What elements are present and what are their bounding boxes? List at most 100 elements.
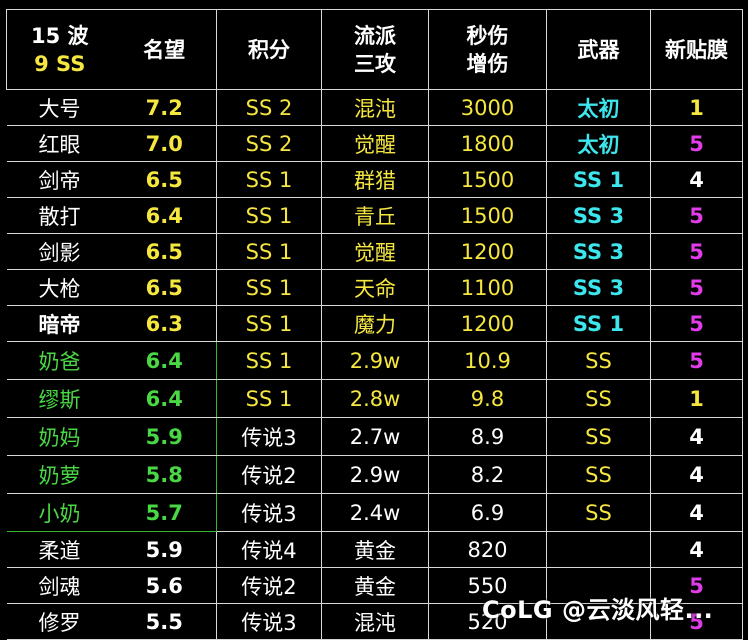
film-cell: 5	[650, 197, 743, 234]
sect-cell: 2.4w	[321, 493, 429, 532]
class-name-cell: 小奶	[6, 493, 113, 532]
weapon-cell: 太初	[546, 89, 651, 126]
sect-cell: 2.7w	[321, 417, 429, 456]
sect-cell: 混沌	[321, 89, 429, 126]
class-name-cell: 暗帝	[6, 305, 113, 342]
score-cell: 传说4	[216, 531, 322, 568]
header-weapon: 武器	[546, 9, 651, 90]
table-row: 奶妈 5.9 传说3 2.7w 8.9 SS 4	[6, 417, 743, 456]
header-row: 15 波 9 SS 名望 积分 流派 三攻 秒伤 增伤 武器 新贴膜	[6, 9, 743, 90]
film-cell: 4	[650, 417, 743, 456]
class-name-cell: 柔道	[6, 531, 113, 568]
film-cell: 4	[650, 455, 743, 494]
score-cell: SS 1	[216, 269, 322, 306]
header-score: 积分	[216, 9, 322, 90]
fame-cell: 6.5	[112, 233, 217, 270]
fame-cell: 5.9	[112, 417, 217, 456]
weapon-cell: SS	[546, 493, 651, 532]
weapon-cell: SS	[546, 379, 651, 418]
film-cell: 5	[650, 233, 743, 270]
film-cell: 1	[650, 89, 743, 126]
sect-cell: 觉醒	[321, 125, 429, 162]
table-row: 奶爸 6.4 SS 1 2.9w 10.9 SS 5	[6, 341, 743, 380]
table-row: 大号 7.2 SS 2 混沌 3000 太初 1	[6, 89, 743, 126]
header-wave: 15 波 9 SS	[6, 9, 113, 90]
score-cell: SS 1	[216, 161, 322, 198]
header-sect-line2: 三攻	[354, 51, 396, 76]
header-damage-line1: 秒伤	[466, 23, 509, 48]
damage-cell: 1200	[428, 305, 547, 342]
fame-cell: 6.3	[112, 305, 217, 342]
class-name-cell: 缪斯	[6, 379, 113, 418]
fame-cell: 6.4	[112, 379, 217, 418]
score-cell: SS 1	[216, 379, 322, 418]
sect-cell: 群猎	[321, 161, 429, 198]
sect-cell: 天命	[321, 269, 429, 306]
class-name-cell: 剑魂	[6, 567, 113, 604]
weapon-cell: SS 3	[546, 233, 651, 270]
weapon-cell: SS 1	[546, 305, 651, 342]
film-cell: 4	[650, 531, 743, 568]
sect-cell: 魔力	[321, 305, 429, 342]
fame-cell: 7.0	[112, 125, 217, 162]
header-wave-label: 15 波	[30, 23, 89, 48]
fame-cell: 5.6	[112, 567, 217, 604]
score-cell: SS 2	[216, 125, 322, 162]
fame-cell: 6.5	[112, 161, 217, 198]
table-row: 柔道 5.9 传说4 黄金 820 4	[6, 531, 743, 568]
class-name-cell: 修罗	[6, 603, 113, 640]
fame-cell: 7.2	[112, 89, 217, 126]
fame-cell: 6.4	[112, 197, 217, 234]
table-row: 缪斯 6.4 SS 1 2.8w 9.8 SS 1	[6, 379, 743, 418]
film-cell: 5	[650, 125, 743, 162]
score-cell: 传说3	[216, 417, 322, 456]
score-cell: SS 2	[216, 89, 322, 126]
header-ss-count: 9 SS	[34, 51, 86, 76]
damage-cell: 6.9	[428, 493, 547, 532]
weapon-cell: 太初	[546, 125, 651, 162]
class-name-cell: 奶妈	[6, 417, 113, 456]
sect-cell: 觉醒	[321, 233, 429, 270]
class-name-cell: 红眼	[6, 125, 113, 162]
weapon-cell: SS	[546, 455, 651, 494]
film-cell: 4	[650, 161, 743, 198]
fame-cell: 5.9	[112, 531, 217, 568]
class-name-cell: 奶萝	[6, 455, 113, 494]
score-cell: SS 1	[216, 197, 322, 234]
sect-cell: 2.9w	[321, 341, 429, 380]
film-cell: 5	[650, 567, 743, 604]
sect-cell: 2.9w	[321, 455, 429, 494]
header-damage-line2: 增伤	[466, 51, 509, 76]
film-cell: 5	[650, 603, 743, 640]
weapon-cell	[546, 531, 651, 568]
sect-cell: 青丘	[321, 197, 429, 234]
damage-cell: 1500	[428, 161, 547, 198]
damage-cell: 1100	[428, 269, 547, 306]
weapon-cell: SS 1	[546, 161, 651, 198]
header-film-label: 新贴膜	[665, 37, 728, 62]
film-cell: 4	[650, 493, 743, 532]
weapon-cell: SS	[546, 341, 651, 380]
film-cell: 5	[650, 269, 743, 306]
class-name-cell: 奶爸	[6, 341, 113, 380]
header-fame: 名望	[112, 9, 217, 90]
fame-cell: 6.5	[112, 269, 217, 306]
fame-cell: 5.5	[112, 603, 217, 640]
fame-cell: 5.7	[112, 493, 217, 532]
damage-cell: 8.2	[428, 455, 547, 494]
class-name-cell: 散打	[6, 197, 113, 234]
fame-cell: 6.4	[112, 341, 217, 380]
header-film: 新贴膜	[650, 9, 743, 90]
table-row: 剑魂 5.6 传说2 黄金 550 5	[6, 567, 743, 604]
damage-cell: 9.8	[428, 379, 547, 418]
score-cell: 传说3	[216, 493, 322, 532]
header-score-label: 积分	[248, 37, 290, 62]
damage-cell: 3000	[428, 89, 547, 126]
table-row: 奶萝 5.8 传说2 2.9w 8.2 SS 4	[6, 455, 743, 494]
header-sect: 流派 三攻	[321, 9, 429, 90]
table-row: 小奶 5.7 传说3 2.4w 6.9 SS 4	[6, 493, 743, 532]
